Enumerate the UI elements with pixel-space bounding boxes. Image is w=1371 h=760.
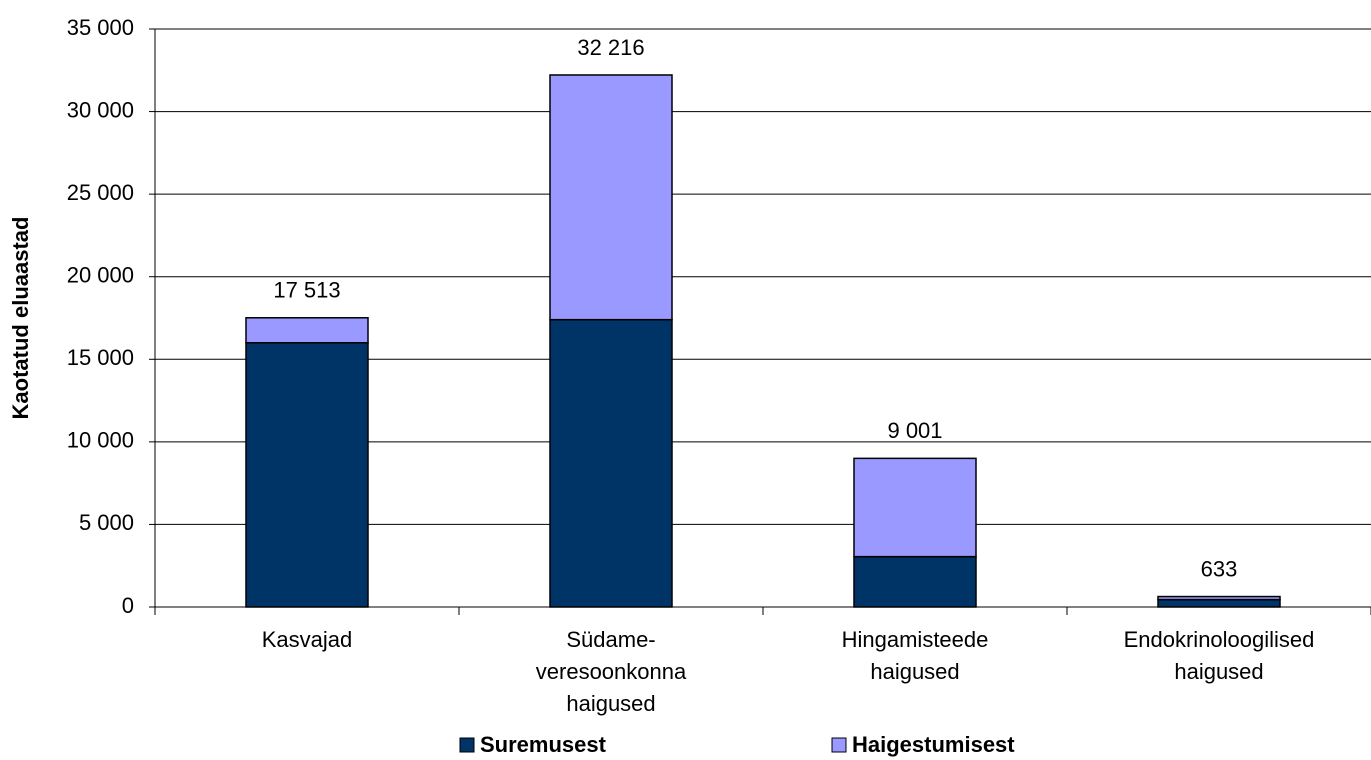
bar-segment <box>853 457 977 558</box>
bar-segment <box>1157 595 1281 601</box>
bar-segment <box>1157 598 1281 608</box>
legend-label: Suremusest <box>480 732 607 757</box>
bar-segment <box>853 555 977 608</box>
total-label: 9 001 <box>887 418 942 443</box>
y-tick-label: 30 000 <box>67 97 134 122</box>
legend-swatch <box>459 737 475 753</box>
total-label: 17 513 <box>273 278 340 303</box>
x-tick-label: Kasvajad <box>262 627 353 652</box>
x-tick-label: Südame- <box>566 627 655 652</box>
y-axis-label: Kaotatud eluaastad <box>8 217 33 420</box>
bar-segment <box>245 342 369 608</box>
x-tick-label: haigused <box>870 659 959 684</box>
y-tick-label: 15 000 <box>67 345 134 370</box>
total-label: 633 <box>1201 556 1238 581</box>
y-tick-label: 25 000 <box>67 180 134 205</box>
y-tick-label: 0 <box>122 593 134 618</box>
legend-swatch <box>831 737 847 753</box>
bar-segment <box>549 318 673 608</box>
total-label: 32 216 <box>577 35 644 60</box>
y-tick-label: 35 000 <box>67 15 134 40</box>
y-tick-label: 5 000 <box>79 510 134 535</box>
x-tick-label: Endokrinoloogilised <box>1124 627 1315 652</box>
x-tick-label: Hingamisteede <box>842 627 989 652</box>
bar-segment <box>245 317 369 344</box>
bar-segment <box>549 74 673 321</box>
y-tick-label: 10 000 <box>67 428 134 453</box>
x-tick-label: veresoonkonna <box>536 659 687 684</box>
y-tick-label: 20 000 <box>67 263 134 288</box>
x-tick-label: haigused <box>1174 659 1263 684</box>
legend-label: Haigestumisest <box>852 732 1015 757</box>
x-tick-label: haigused <box>566 691 655 716</box>
